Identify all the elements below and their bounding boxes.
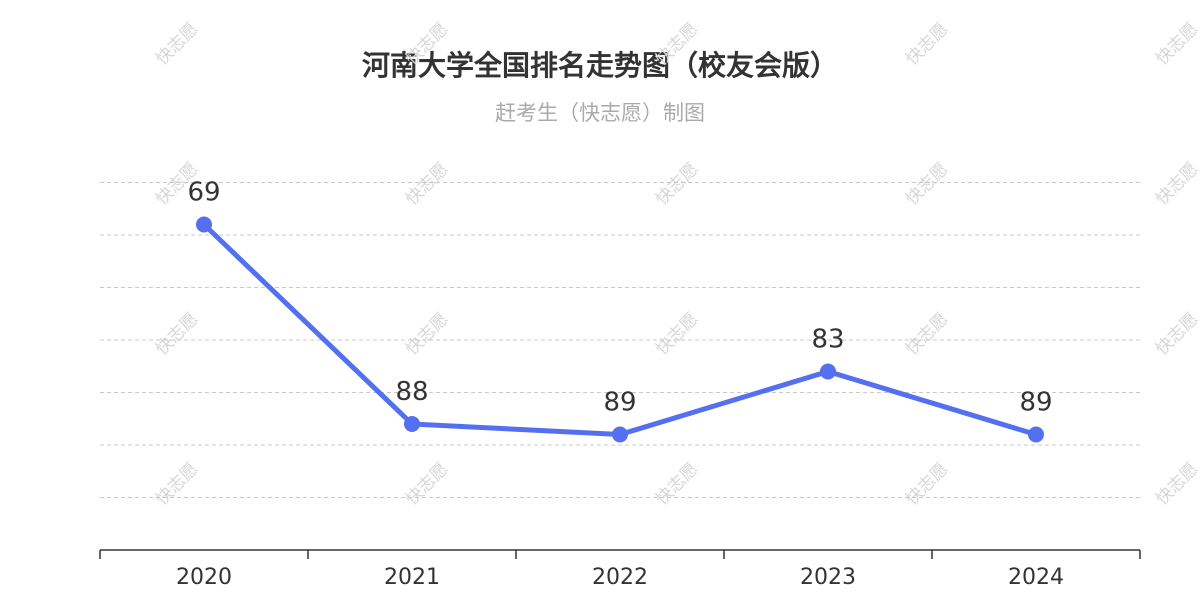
data-point [196,216,212,233]
data-label: 83 [811,325,844,355]
data-label: 89 [1019,388,1052,418]
data-point [1028,426,1044,443]
chart-title: 河南大学全国排名走势图（校友会版） [361,49,838,82]
data-point [404,416,420,432]
x-tick-label: 2023 [800,565,856,590]
chart-subtitle: 赶考生（快志愿）制图 [495,101,705,125]
data-label: 88 [395,377,428,407]
data-point [820,363,836,380]
x-tick-label: 2021 [384,565,440,590]
data-label: 69 [187,178,220,208]
x-tick-label: 2020 [176,565,232,590]
data-point [612,426,628,443]
series-line-group [196,216,1044,443]
data-label: 89 [603,388,636,418]
grid-lines [100,182,1140,498]
data-labels: 69 88 89 83 89 [187,178,1052,418]
x-tick-label: 2022 [592,565,648,590]
x-tick-label: 2024 [1008,565,1064,590]
x-axis: 2020 2021 2022 2023 2024 [99,549,1141,590]
